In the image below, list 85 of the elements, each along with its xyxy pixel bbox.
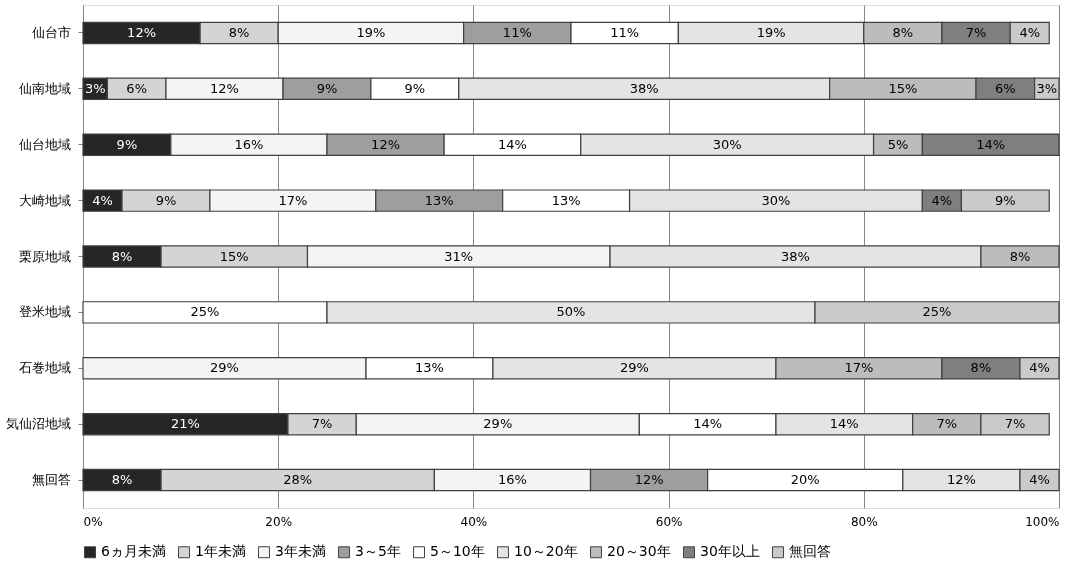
data-label: 11%	[502, 24, 532, 40]
legend-label: 1年未満	[195, 543, 246, 560]
data-label: 14%	[693, 416, 723, 432]
data-label: 31%	[444, 248, 474, 264]
legend-label: 3年未満	[275, 543, 326, 560]
data-label: 19%	[756, 24, 786, 40]
data-label: 3%	[1036, 80, 1058, 96]
data-label: 5%	[887, 136, 909, 152]
x-tick-label: 60%	[655, 514, 683, 529]
data-label: 4%	[931, 192, 953, 208]
data-label: 8%	[892, 24, 914, 40]
data-label: 15%	[888, 80, 918, 96]
data-label: 15%	[219, 248, 249, 264]
data-label: 8%	[111, 248, 133, 264]
data-label: 19%	[356, 24, 386, 40]
legend-label: 3～5年	[355, 543, 401, 560]
legend-label: 5～10年	[430, 543, 485, 560]
data-label: 9%	[995, 192, 1016, 208]
legend-label: 10～20年	[514, 543, 578, 560]
data-label: 21%	[171, 416, 200, 432]
data-label: 50%	[556, 304, 586, 320]
x-tick-label: 40%	[460, 514, 488, 529]
y-tick-label: 栗原地域	[18, 248, 71, 264]
data-label: 17%	[278, 192, 308, 208]
y-tick-label: 仙南地域	[18, 80, 71, 96]
data-label: 30%	[761, 192, 791, 208]
legend-label: 無回答	[789, 543, 831, 560]
data-label: 12%	[127, 24, 157, 40]
x-tick-label: 20%	[265, 514, 293, 529]
data-label: 12%	[210, 80, 239, 96]
y-tick-label: 登米地域	[18, 304, 71, 320]
data-label: 4%	[1019, 24, 1041, 40]
data-label: 6%	[995, 80, 1016, 96]
x-tick-label: 0%	[83, 514, 103, 529]
data-label: 29%	[210, 360, 239, 376]
y-tick-label: 気仙沼地域	[5, 416, 71, 432]
data-label: 9%	[316, 80, 338, 96]
data-label: 4%	[1029, 360, 1050, 376]
data-label: 13%	[551, 192, 581, 208]
y-tick-label: 仙台市	[31, 24, 71, 40]
y-tick-label: 大崎地域	[18, 192, 71, 208]
data-label: 14%	[497, 136, 527, 152]
data-label: 38%	[781, 248, 810, 264]
data-label: 4%	[1029, 472, 1050, 488]
data-label: 8%	[970, 360, 992, 376]
x-tick-label: 100%	[1025, 514, 1060, 529]
data-label: 13%	[415, 360, 444, 376]
data-label: 16%	[497, 472, 527, 488]
y-tick-label: 無回答	[31, 472, 71, 488]
data-label: 8%	[111, 472, 133, 488]
data-label: 12%	[371, 136, 401, 152]
data-label: 7%	[936, 416, 958, 432]
data-label: 25%	[190, 304, 220, 320]
y-tick-label: 石巻地域	[18, 360, 71, 376]
data-label: 25%	[922, 304, 952, 320]
data-label: 17%	[844, 360, 874, 376]
data-label: 8%	[1009, 248, 1031, 264]
data-label: 29%	[483, 416, 513, 432]
x-tick-label: 80%	[850, 514, 878, 529]
data-label: 7%	[1004, 416, 1026, 432]
data-label: 8%	[228, 24, 250, 40]
data-label: 20%	[790, 472, 820, 488]
data-label: 14%	[976, 136, 1006, 152]
y-tick-label: 仙台地域	[18, 136, 71, 152]
data-label: 13%	[424, 192, 454, 208]
data-label: 12%	[946, 472, 976, 488]
data-label: 16%	[234, 136, 264, 152]
data-label: 11%	[610, 24, 640, 40]
data-label: 3%	[84, 80, 106, 96]
data-label: 9%	[116, 136, 138, 152]
data-label: 12%	[634, 472, 664, 488]
legend-label: 30年以上	[700, 543, 760, 560]
data-label: 14%	[829, 416, 859, 432]
data-label: 30%	[712, 136, 742, 152]
data-label: 9%	[155, 192, 177, 208]
data-label: 7%	[311, 416, 333, 432]
legend-label: 6ヵ月未満	[101, 543, 166, 560]
data-label: 9%	[404, 80, 426, 96]
data-label: 28%	[283, 472, 313, 488]
data-label: 38%	[629, 80, 659, 96]
data-label: 6%	[126, 80, 147, 96]
data-label: 29%	[619, 360, 649, 376]
data-label: 7%	[965, 24, 987, 40]
legend-label: 20～30年	[607, 543, 671, 560]
data-label: 4%	[92, 192, 113, 208]
